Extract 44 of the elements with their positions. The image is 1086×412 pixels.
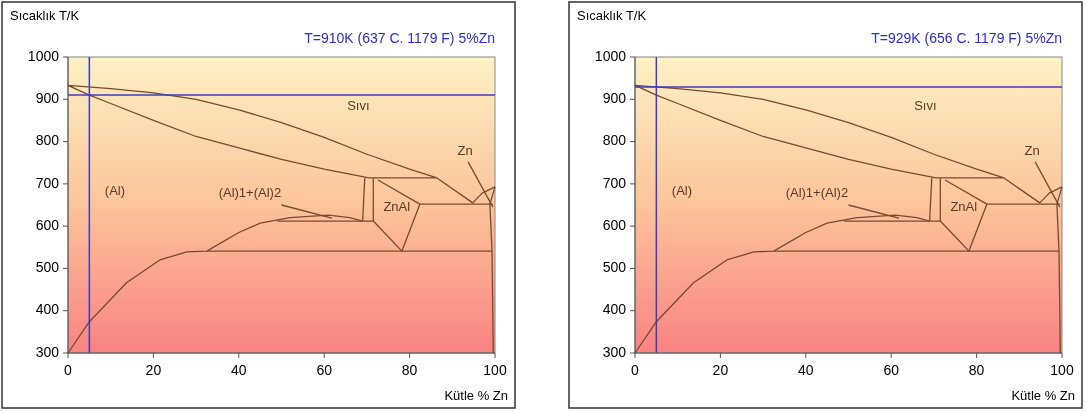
x-axis-title: Kütle % Zn [1011, 388, 1075, 403]
y-axis-title: Sıcaklık T/K [577, 8, 647, 23]
annotation: ZnAl [383, 198, 411, 214]
annotation: Zn [457, 143, 473, 159]
x-tick-label: 40 [798, 362, 814, 378]
y-tick-label: 800 [35, 132, 60, 149]
y-tick-label: 800 [602, 132, 627, 149]
y-tick-label: 1000 [27, 47, 60, 64]
x-tick-label: 40 [231, 362, 247, 378]
y-tick-label: 900 [35, 89, 60, 106]
annotation: (Al)1+(Al)2 [218, 184, 282, 200]
chart-subtitle: T=929K (656 C. 1179 F) 5%Zn [871, 30, 1062, 46]
x-tick-label: 60 [883, 362, 900, 378]
y-axis-title: Sıcaklık T/K [10, 8, 80, 23]
x-tick-label: 80 [968, 362, 985, 378]
x-tick-label: 20 [145, 362, 162, 378]
y-tick-label: 500 [602, 259, 627, 276]
x-axis-title: Kütle % Zn [444, 388, 508, 403]
x-tick-label: 100 [1050, 362, 1074, 378]
y-tick-label: 600 [35, 216, 60, 233]
x-tick-label: 20 [712, 362, 729, 378]
x-tick-label: 0 [631, 362, 640, 378]
annotation: Zn [1024, 143, 1040, 159]
annotation: ZnAl [950, 198, 978, 214]
y-tick-label: 500 [35, 259, 60, 276]
y-tick-label: 700 [602, 174, 627, 191]
y-tick-label: 700 [35, 174, 60, 191]
y-tick-label: 900 [602, 89, 627, 106]
x-tick-label: 80 [401, 362, 418, 378]
x-tick-label: 60 [316, 362, 333, 378]
x-tick-label: 0 [64, 362, 73, 378]
y-tick-label: 600 [602, 216, 627, 233]
y-tick-label: 300 [602, 343, 627, 360]
y-tick-label: 400 [602, 301, 627, 318]
chart-subtitle: T=910K (637 C. 1179 F) 5%Zn [304, 30, 495, 46]
y-tick-label: 300 [35, 343, 60, 360]
annotation: (Al) [671, 183, 693, 199]
annotation: Sıvı [914, 98, 937, 114]
y-tick-label: 400 [35, 301, 60, 318]
annotation: (Al)1+(Al)2 [785, 184, 849, 200]
x-tick-label: 100 [483, 362, 507, 378]
annotation: Sıvı [347, 98, 370, 114]
y-tick-label: 1000 [594, 47, 627, 64]
annotation: (Al) [104, 183, 126, 199]
